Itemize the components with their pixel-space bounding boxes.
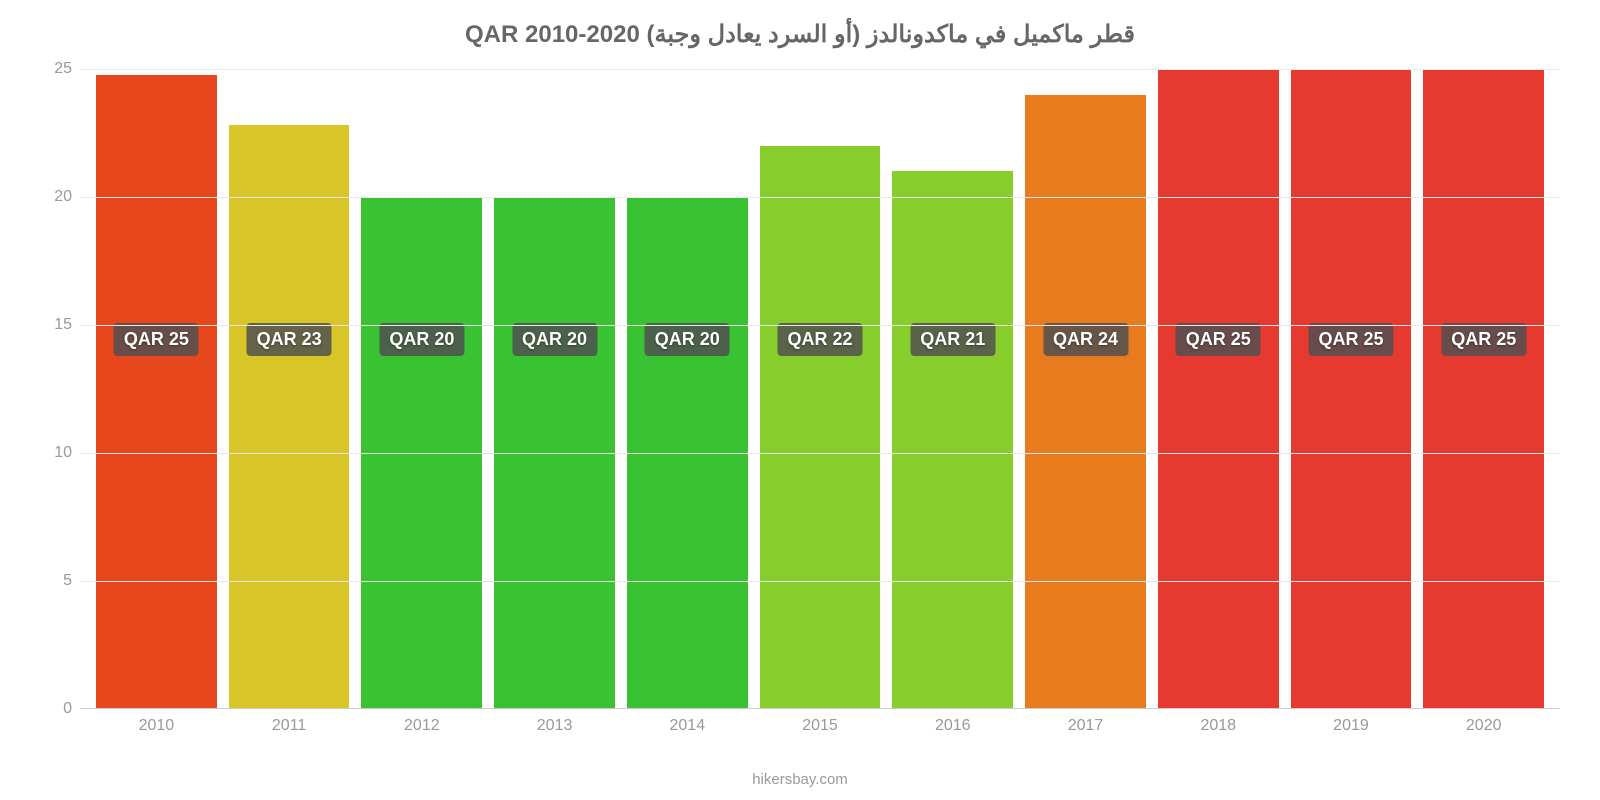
x-tick: 2010 (90, 709, 223, 749)
y-tick: 20 (54, 188, 72, 206)
x-tick: 2019 (1285, 709, 1418, 749)
bars-container: QAR 25 QAR 23 QAR 20 QAR 20 QAR 20 QAR 22 QAR … (80, 69, 1560, 708)
x-tick: 2011 (223, 709, 356, 749)
bar-wrapper: QAR 20 (488, 69, 621, 708)
x-tick: 2012 (355, 709, 488, 749)
x-tick: 2018 (1152, 709, 1285, 749)
bar-wrapper: QAR 21 (886, 69, 1019, 708)
y-tick: 25 (54, 60, 72, 78)
bar-wrapper: QAR 25 (1285, 69, 1418, 708)
bar-value-label: QAR 20 (512, 323, 597, 356)
bar-wrapper: QAR 25 (1417, 69, 1550, 708)
grid-line (80, 581, 1560, 582)
bar-value-label: QAR 20 (645, 323, 730, 356)
bar (96, 75, 217, 708)
bar-value-label: QAR 22 (778, 323, 863, 356)
x-tick: 2013 (488, 709, 621, 749)
bar-value-label: QAR 21 (910, 323, 995, 356)
bar-wrapper: QAR 25 (1152, 69, 1285, 708)
x-tick: 2014 (621, 709, 754, 749)
grid-line (80, 69, 1560, 70)
x-tick: 2016 (886, 709, 1019, 749)
y-tick: 0 (63, 700, 72, 718)
y-tick: 5 (63, 572, 72, 590)
bar (760, 146, 881, 708)
bar (1423, 69, 1544, 708)
chart-container: 0510152025 QAR 25QAR 23QAR 20QAR 20QAR 2… (40, 69, 1560, 749)
bar-wrapper: QAR 20 (355, 69, 488, 708)
grid-line (80, 197, 1560, 198)
bar-wrapper: QAR 22 (754, 69, 887, 708)
x-axis: 2010201120122013201420152016201720182019… (80, 709, 1560, 749)
attribution: hikersbay.com (752, 771, 848, 788)
bar-value-label: QAR 20 (379, 323, 464, 356)
x-tick: 2017 (1019, 709, 1152, 749)
y-tick: 10 (54, 444, 72, 462)
bar-value-label: QAR 24 (1043, 323, 1128, 356)
bar-value-label: QAR 23 (247, 323, 332, 356)
bar (229, 125, 350, 708)
bar (1291, 69, 1412, 708)
bar-value-label: QAR 25 (1441, 323, 1526, 356)
grid-line (80, 453, 1560, 454)
chart-title: قطر ماكميل في ماكدونالدز (أو السرد يعادل… (40, 20, 1560, 49)
bar (892, 171, 1013, 708)
bar-wrapper: QAR 23 (223, 69, 356, 708)
y-tick: 15 (54, 316, 72, 334)
bar-value-label: QAR 25 (1308, 323, 1393, 356)
bar-wrapper: QAR 25 (90, 69, 223, 708)
grid-line (80, 325, 1560, 326)
bar-value-label: QAR 25 (1176, 323, 1261, 356)
bar-value-label: QAR 25 (114, 323, 199, 356)
x-tick: 2020 (1417, 709, 1550, 749)
x-tick: 2015 (754, 709, 887, 749)
bar-wrapper: QAR 24 (1019, 69, 1152, 708)
bar (1158, 69, 1279, 708)
bar-wrapper: QAR 20 (621, 69, 754, 708)
plot-area: QAR 25 QAR 23 QAR 20 QAR 20 QAR 20 QAR 22 QAR … (80, 69, 1560, 709)
y-axis: 0510152025 (40, 69, 80, 709)
bar (1025, 95, 1146, 708)
